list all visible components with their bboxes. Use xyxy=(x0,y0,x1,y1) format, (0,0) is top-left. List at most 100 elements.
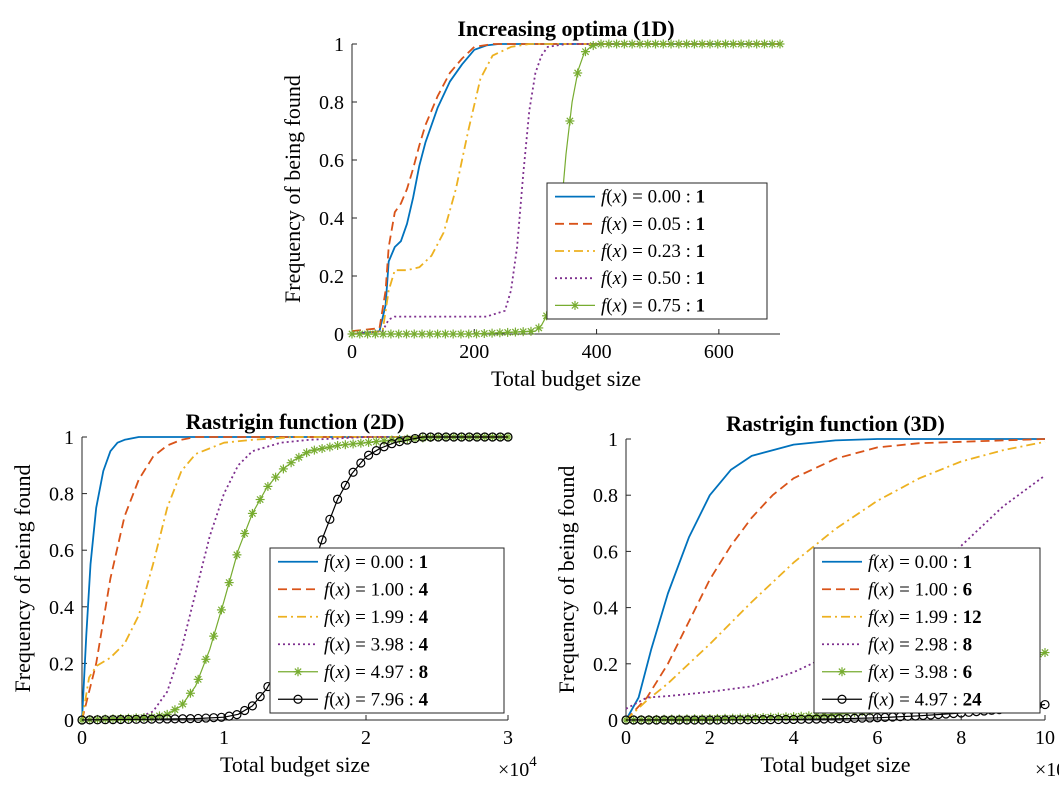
series-point xyxy=(409,329,419,339)
chart-2: Rastrigin function (2D) 0 1 2 3 0 0.2 0.4 0.6 0.8… xyxy=(10,409,537,781)
series-point xyxy=(232,709,242,720)
series-line xyxy=(351,43,780,335)
series-point xyxy=(340,480,350,490)
legend-label: f(x) = 1.99 : 4 xyxy=(324,607,429,628)
legend-entry: f(x) = 4.97 : 24 xyxy=(822,689,982,710)
y-tick-label: 0.4 xyxy=(319,208,344,230)
series-1 xyxy=(351,43,780,335)
series-point xyxy=(596,39,606,49)
series-point xyxy=(417,329,427,339)
legend-entry: f(x) = 4.97 : 8 xyxy=(278,662,428,683)
series-point xyxy=(347,329,357,339)
x-tick-label: 6 xyxy=(872,727,882,749)
series-point xyxy=(247,701,257,711)
series-point xyxy=(705,39,715,49)
series-2 xyxy=(351,43,780,332)
series-point xyxy=(325,442,335,452)
legend-entry: f(x) = 0.75 : 1 xyxy=(555,295,705,316)
series-line xyxy=(351,43,780,335)
legend: f(x) = 0.00 : 1 f(x) = 1.00 : 6 f(x) = 1.9… xyxy=(813,547,1041,714)
y-tick-label: 0.8 xyxy=(593,485,618,507)
series-point xyxy=(619,39,629,49)
legend: f(x) = 0.00 : 1 f(x) = 0.05 : 1 f(x) = 0.2… xyxy=(546,182,768,320)
series-point xyxy=(448,329,458,339)
legend-entry: f(x) = 0.50 : 1 xyxy=(555,268,705,289)
y-tick-label: 0.6 xyxy=(593,541,618,563)
series-point xyxy=(721,39,731,49)
series-point xyxy=(604,39,614,49)
y-tick-label: 0 xyxy=(608,710,618,732)
x-tick-label: 2 xyxy=(361,727,371,749)
legend-entry: f(x) = 0.00 : 1 xyxy=(278,552,428,573)
series-point xyxy=(386,329,396,339)
y-tick-label: 0.8 xyxy=(319,92,344,114)
y-axis-label: Frequency of being found xyxy=(280,75,305,303)
series-point xyxy=(425,329,435,339)
series-point xyxy=(355,329,365,339)
chart-title: Increasing optima (1D) xyxy=(457,16,674,41)
series-point xyxy=(348,467,358,477)
series-4 xyxy=(351,43,780,335)
x-tick-label: 2 xyxy=(705,727,715,749)
y-tick-label: 0 xyxy=(334,324,344,346)
y-tick-label: 1 xyxy=(334,34,344,56)
series-point xyxy=(240,705,250,716)
series-point xyxy=(472,329,482,339)
legend-entry: f(x) = 0.00 : 1 xyxy=(555,187,705,208)
series-3 xyxy=(81,436,508,721)
series-point xyxy=(356,438,366,448)
series-point xyxy=(627,39,637,49)
y-tick-label: 0.2 xyxy=(593,654,618,676)
legend-label: f(x) = 0.00 : 1 xyxy=(868,552,972,573)
series-point xyxy=(317,535,327,545)
series-point xyxy=(224,578,234,588)
series-point xyxy=(767,39,777,49)
y-tick-label: 0.2 xyxy=(49,653,74,675)
x-tick-label: 3 xyxy=(503,727,513,749)
series-point xyxy=(674,39,684,49)
series-point xyxy=(744,39,754,49)
series-point xyxy=(333,494,343,504)
series-point xyxy=(348,439,358,449)
x-axis-label: Total budget size xyxy=(220,752,370,777)
legend-entry: f(x) = 3.98 : 6 xyxy=(822,662,972,683)
series-point xyxy=(503,327,513,337)
series-point xyxy=(370,329,380,339)
series-point xyxy=(518,327,528,337)
series-point xyxy=(635,39,645,49)
series-point xyxy=(340,440,350,450)
series-line xyxy=(81,436,508,721)
series-point xyxy=(185,688,195,698)
legend-label: f(x) = 0.00 : 1 xyxy=(324,552,428,573)
series-point xyxy=(503,432,513,442)
series-point xyxy=(201,654,211,664)
series-point xyxy=(263,481,273,491)
series-point xyxy=(1040,648,1050,658)
legend-marker xyxy=(837,667,847,677)
series-point xyxy=(612,39,622,49)
series-point xyxy=(294,452,304,462)
series-point xyxy=(401,329,411,339)
series-line xyxy=(351,43,780,335)
legend-label: f(x) = 0.05 : 1 xyxy=(601,214,705,235)
series-point xyxy=(193,674,203,684)
series-point xyxy=(479,329,489,339)
series-point xyxy=(534,323,544,333)
legend-entry: f(x) = 1.99 : 12 xyxy=(822,607,982,628)
legend-marker xyxy=(293,667,303,677)
series-point xyxy=(216,605,226,615)
series-point xyxy=(178,699,188,709)
series-point xyxy=(510,327,520,337)
chart-title: Rastrigin function (2D) xyxy=(186,409,405,434)
series-point xyxy=(240,528,250,538)
y-tick-label: 1 xyxy=(64,427,74,449)
series-point xyxy=(580,47,590,57)
series-point xyxy=(209,631,219,641)
series-point xyxy=(759,39,769,49)
legend-entry: f(x) = 1.00 : 6 xyxy=(822,579,972,600)
legend-label: f(x) = 1.99 : 12 xyxy=(868,607,982,628)
x-multiplier: ×104 xyxy=(1035,754,1059,781)
series-line xyxy=(351,43,780,332)
x-tick-label: 1 xyxy=(219,727,229,749)
